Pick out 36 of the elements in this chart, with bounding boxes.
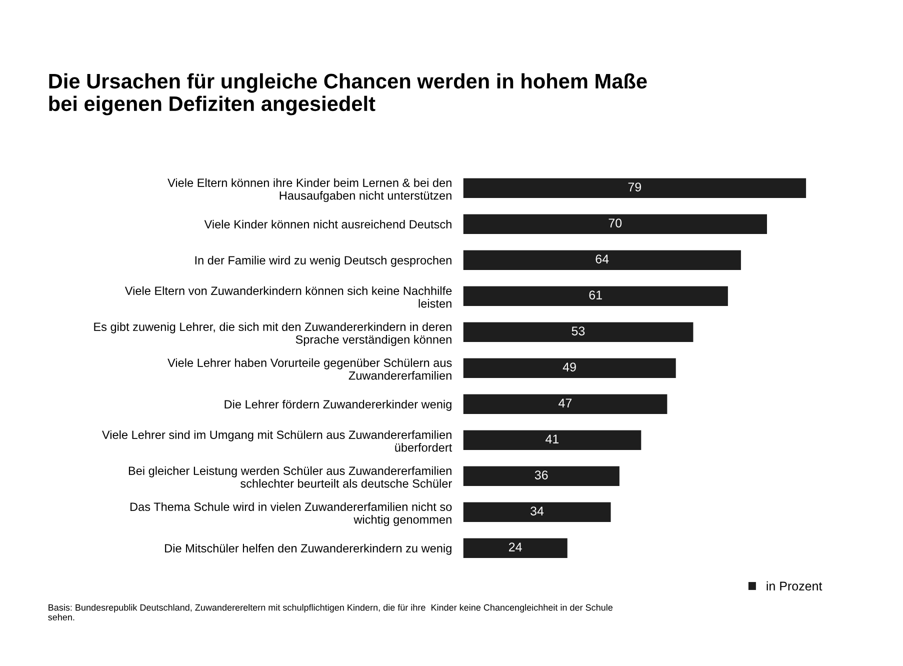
y-tick-label: Viele Eltern von Zuwanderkindern können sich keine Nachhilfe leisten <box>124 286 452 308</box>
y-tick-label: Die Lehrer fördern Zuwandererkinder wenig <box>224 400 452 411</box>
y-tick-label: Viele Eltern können ihre Kinder beim Lernen & bei den Hausaufgaben nicht unterstützen <box>168 178 452 202</box>
bar <box>463 286 728 306</box>
bar <box>463 178 806 198</box>
y-tick-label: Viele Lehrer haben Vorurteile gegenüber Schülern aus Zuwandererfamilien <box>168 358 452 380</box>
y-tick-label: Es gibt zuwenig Lehrer, die sich mit den Zuwandererkindern in deren Sprache verständigen können <box>94 322 452 346</box>
data-label: 36 <box>534 470 548 480</box>
text: Basis: Bundesrepublik Deutschland, Zuwanderereltern mit schulpflichtigen Kindern, die für ihre Kinder keine Chancengleichheit in der Schule sehen. <box>48 604 613 620</box>
data-label: 24 <box>508 542 522 552</box>
bar <box>463 214 767 234</box>
data-label: 49 <box>562 362 576 372</box>
y-tick-label: Viele Lehrer sind im Umgang mit Schülern aus Zuwandererfamilien überfordert <box>102 430 452 452</box>
data-label: 70 <box>608 218 622 228</box>
data-label: 79 <box>628 182 641 192</box>
data-label: 53 <box>572 326 585 336</box>
chart-title: Die Ursachen für ungleiche Chancen werden in hohem Maße bei eigenen Defiziten angesiedelt <box>49 73 647 116</box>
y-tick-label: Das Thema Schule wird in vielen Zuwandererfamilien nicht so wichtig genommen <box>130 502 452 526</box>
data-label: 34 <box>530 506 544 516</box>
bar <box>463 466 620 486</box>
bar <box>463 322 694 342</box>
y-tick-label: Bei gleicher Leistung werden Schüler aus Zuwandererfamilien schlechter beurteilt als deutsche Schüler <box>128 466 452 488</box>
data-label: 47 <box>558 398 572 408</box>
data-label: 41 <box>546 434 559 444</box>
data-label: 64 <box>596 254 609 264</box>
y-tick-label: In der Familie wird zu wenig Deutsch gesprochen <box>195 256 452 267</box>
bar <box>463 250 741 270</box>
bar <box>463 430 642 450</box>
legend-label: in Prozent <box>766 581 822 591</box>
y-tick-label: Viele Kinder können nicht ausreichend Deutsch <box>204 220 452 228</box>
bar <box>463 358 676 378</box>
bar <box>463 538 568 558</box>
y-tick-label: Die Mitschüler helfen den Zuwandererkindern zu wenig <box>165 544 452 555</box>
data-label: 61 <box>589 290 602 300</box>
bar <box>463 394 668 414</box>
bar <box>463 502 611 522</box>
